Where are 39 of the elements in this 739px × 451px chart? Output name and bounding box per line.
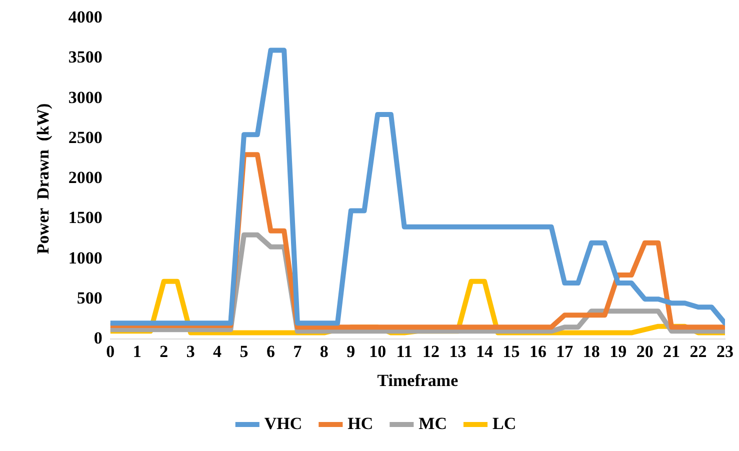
y-tick-label: 1000: [68, 248, 102, 268]
y-tick-label: 0: [94, 328, 102, 348]
x-tick-label: 13: [449, 342, 466, 361]
legend-label: MC: [418, 414, 447, 433]
x-tick-label: 23: [716, 342, 734, 361]
x-tick-label: 3: [186, 342, 195, 361]
x-tick-label: 11: [396, 342, 412, 361]
y-tick-label: 4000: [68, 8, 102, 27]
x-tick-label: 2: [160, 342, 168, 361]
x-tick-label: 22: [690, 342, 707, 361]
x-tick-label: 21: [663, 342, 680, 361]
x-tick-label: 7: [293, 342, 302, 361]
x-tick-label: 1: [132, 342, 142, 361]
x-tick-label: 16: [529, 342, 546, 361]
legend-label: LC: [492, 414, 516, 433]
y-tick-label: 3000: [68, 88, 102, 107]
x-axis-title: Timeframe: [377, 371, 459, 390]
y-tick-label: 500: [76, 288, 102, 308]
x-tick-label: 6: [266, 342, 275, 361]
x-tick-label: 0: [106, 342, 115, 361]
x-tick-label: 17: [556, 342, 574, 361]
x-tick-label: 20: [636, 342, 654, 361]
x-tick-label: 9: [346, 342, 356, 361]
y-tick-label: 3500: [68, 48, 102, 67]
x-tick-label: 19: [610, 342, 627, 361]
x-tick-label: 14: [476, 342, 494, 361]
y-axis-title: Power Drawn (kW): [34, 103, 53, 254]
legend-label: VHC: [264, 414, 302, 433]
x-tick-label: 8: [320, 342, 328, 361]
y-tick-label: 2500: [68, 128, 102, 147]
x-tick-label: 10: [369, 342, 386, 361]
x-tick-label: 12: [422, 342, 440, 361]
y-tick-label: 1500: [68, 208, 102, 228]
x-tick-label: 4: [213, 342, 222, 361]
y-tick-label: 2000: [68, 168, 102, 188]
x-tick-label: 18: [582, 342, 600, 361]
x-tick-label: 5: [240, 342, 248, 361]
x-tick-label: 15: [502, 342, 520, 361]
legend-label: HC: [348, 414, 374, 433]
